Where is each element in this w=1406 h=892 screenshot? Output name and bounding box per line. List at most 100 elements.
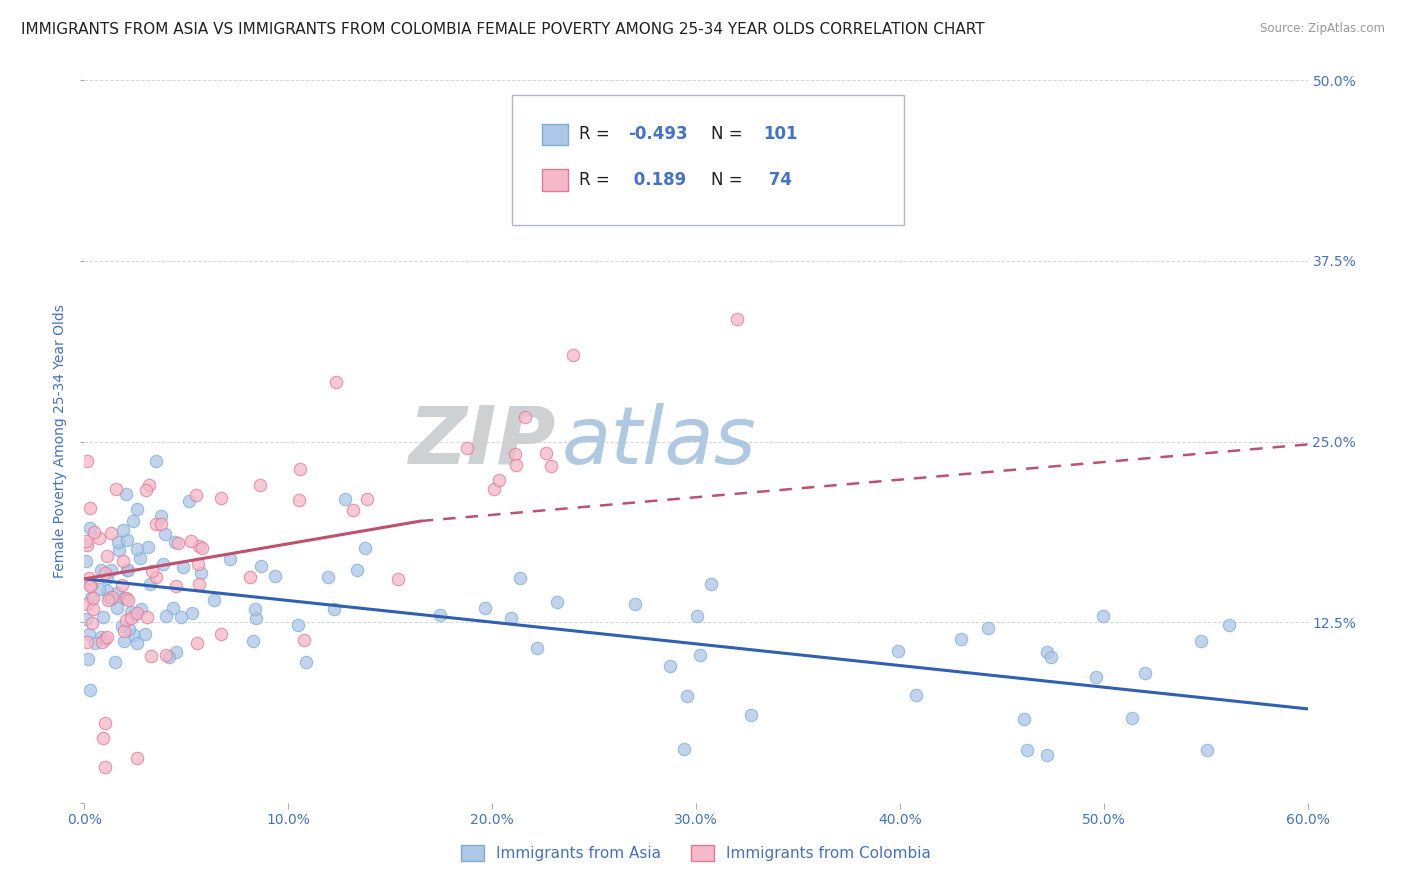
Point [170,610,193,624]
Point [354,541,377,555]
Point [1012,712,1035,726]
Point [117,564,139,578]
Point [904,688,927,702]
Point [96,584,118,599]
Point [96,571,118,585]
Point [429,608,451,623]
Point [219,551,242,566]
Point [342,503,364,517]
Point [100,526,122,541]
Point [96,549,118,563]
Point [135,610,157,624]
Point [90,630,112,644]
Point [740,708,762,723]
Point [104,482,127,496]
Point [75,533,97,548]
Point [100,592,122,607]
Point [157,650,180,665]
Point [239,570,262,584]
Point [1036,645,1059,659]
Point [163,535,186,549]
Point [139,577,162,591]
Point [180,534,202,549]
Point [122,607,145,622]
Point [90,563,112,577]
Point [292,632,315,647]
Point [117,592,139,607]
Point [245,611,267,625]
Text: atlas: atlas [561,402,756,481]
Point [1017,743,1039,757]
Point [134,627,156,641]
Point [725,311,748,326]
Point [87,531,110,545]
Point [125,606,148,620]
Text: Source: ZipAtlas.com: Source: ZipAtlas.com [1260,22,1385,36]
Point [118,622,141,636]
Point [484,482,506,496]
Point [93,566,115,580]
Point [165,645,187,659]
Point [150,517,173,532]
Text: 101: 101 [763,126,797,144]
Point [250,558,273,573]
Point [114,487,136,501]
Point [562,348,585,362]
Point [100,564,122,578]
Point [499,611,522,625]
Point [83,636,105,650]
Point [456,442,478,456]
Point [186,636,208,650]
Text: N =: N = [711,126,748,144]
Point [181,607,204,621]
Point [127,751,149,765]
Point [127,501,149,516]
Point [503,447,526,461]
Text: R =: R = [579,126,616,144]
Point [513,410,536,425]
Point [155,526,177,541]
Text: IMMIGRANTS FROM ASIA VS IMMIGRANTS FROM COLOMBIA FEMALE POVERTY AMONG 25-34 YEAR: IMMIGRANTS FROM ASIA VS IMMIGRANTS FROM … [21,22,984,37]
Y-axis label: Female Poverty Among 25-34 Year Olds: Female Poverty Among 25-34 Year Olds [53,304,67,579]
Point [111,619,134,633]
Point [287,617,309,632]
Point [121,514,143,528]
Point [547,594,569,608]
Point [488,473,510,487]
Point [288,492,311,507]
Point [79,500,101,515]
Point [288,461,311,475]
Point [112,633,135,648]
Point [540,459,562,474]
Point [79,521,101,535]
Point [80,591,103,605]
Point [101,590,124,604]
Point [145,453,167,467]
FancyBboxPatch shape [513,95,904,225]
Point [356,491,378,506]
Point [1084,669,1107,683]
Point [91,609,114,624]
Point [249,478,271,492]
Point [295,655,318,669]
Point [107,535,129,549]
Point [152,558,174,572]
Point [187,540,209,554]
Point [316,570,339,584]
Point [209,627,232,641]
Point [685,609,707,624]
Point [138,541,160,555]
Point [79,577,101,591]
Point [105,601,128,615]
Point [135,483,157,497]
Point [105,586,128,600]
Text: 74: 74 [763,171,792,189]
Point [187,558,209,572]
Point [75,554,97,568]
Point [77,652,100,666]
Point [659,659,682,673]
Point [264,569,287,583]
Point [111,554,134,568]
Point [129,602,152,616]
Point [79,579,101,593]
